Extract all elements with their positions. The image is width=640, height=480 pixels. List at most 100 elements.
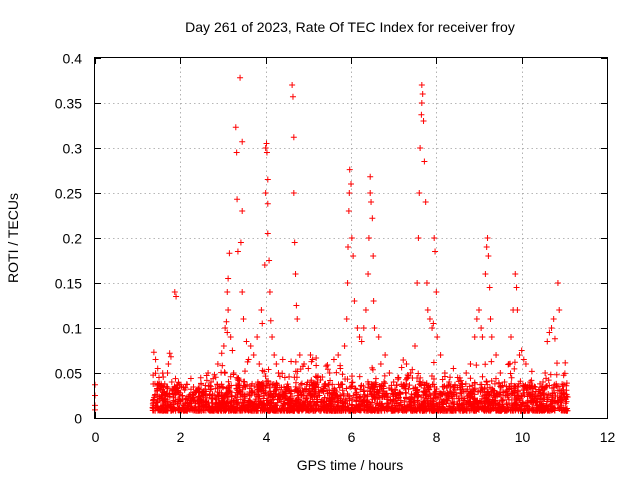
data-point <box>237 74 244 81</box>
data-point <box>171 289 178 295</box>
data-point <box>370 406 377 413</box>
data-point <box>483 378 490 385</box>
data-point <box>262 145 269 151</box>
data-point <box>218 369 225 376</box>
data-point <box>323 363 330 370</box>
data-point <box>507 370 514 377</box>
data-point <box>476 307 482 313</box>
data-point <box>488 334 495 340</box>
data-point <box>418 111 425 118</box>
data-point <box>236 381 243 388</box>
data-point <box>515 384 522 391</box>
data-point <box>548 325 555 331</box>
data-point <box>489 399 496 406</box>
data-point <box>368 199 375 205</box>
data-point <box>185 393 192 400</box>
data-point <box>471 385 478 392</box>
data-point <box>432 248 439 255</box>
y-tick-label: 0.1 <box>63 321 83 337</box>
data-point <box>206 391 213 398</box>
data-point <box>380 385 387 392</box>
data-point <box>562 359 569 366</box>
data-point <box>511 359 518 366</box>
data-point <box>512 400 519 407</box>
data-point <box>508 380 515 387</box>
data-point <box>222 402 229 409</box>
data-point <box>389 403 396 410</box>
data-point <box>441 373 448 380</box>
data-point <box>348 401 355 408</box>
data-point <box>522 361 529 367</box>
data-point <box>496 388 503 395</box>
data-point <box>467 390 474 397</box>
data-point <box>391 406 398 413</box>
data-point <box>549 385 556 392</box>
data-point <box>297 366 304 373</box>
data-point <box>338 395 345 402</box>
data-point <box>303 395 310 402</box>
data-point <box>340 407 347 414</box>
data-point <box>214 391 221 398</box>
data-point <box>487 316 494 322</box>
data-point <box>289 93 296 100</box>
data-point <box>267 391 274 398</box>
data-point <box>348 181 354 187</box>
x-tick-label: 4 <box>263 429 271 445</box>
data-point <box>320 407 327 414</box>
data-point <box>170 399 177 406</box>
data-point <box>346 190 353 196</box>
data-point <box>190 389 197 396</box>
data-point <box>435 403 442 410</box>
data-point <box>225 275 232 282</box>
data-point <box>511 365 518 372</box>
data-point <box>443 396 450 403</box>
data-point <box>152 356 159 363</box>
data-point <box>356 398 363 405</box>
data-point <box>180 402 187 409</box>
data-point <box>423 406 430 413</box>
data-point <box>224 329 231 336</box>
data-point <box>515 380 522 387</box>
data-point <box>265 366 272 373</box>
data-point <box>284 399 291 406</box>
data-point <box>276 373 283 380</box>
y-tick-label: 0.3 <box>63 141 83 157</box>
data-point <box>219 362 226 369</box>
data-point <box>172 386 179 393</box>
data-point <box>250 352 257 358</box>
data-point <box>512 271 519 277</box>
data-point <box>455 404 462 411</box>
data-point <box>486 384 493 391</box>
data-point <box>152 402 159 409</box>
data-point <box>176 396 183 403</box>
data-point <box>396 402 403 409</box>
data-point <box>554 280 561 286</box>
data-point <box>546 329 553 336</box>
data-point <box>247 343 254 349</box>
data-point <box>435 407 442 414</box>
data-point <box>432 388 439 395</box>
data-point <box>467 375 474 382</box>
data-point <box>443 397 450 404</box>
data-point <box>212 385 219 392</box>
data-point <box>184 381 191 388</box>
data-point <box>288 393 295 400</box>
data-point <box>503 401 510 408</box>
data-point <box>346 397 353 404</box>
y-tick-label: 0.25 <box>55 186 82 202</box>
data-point <box>197 374 204 381</box>
data-point <box>167 353 174 360</box>
data-point <box>218 389 225 396</box>
data-point <box>293 379 300 386</box>
data-point <box>344 376 351 383</box>
data-point <box>326 395 333 402</box>
data-point <box>488 378 495 385</box>
data-point <box>551 335 558 342</box>
data-point <box>225 378 232 385</box>
data-point <box>462 399 469 406</box>
data-point <box>473 316 480 322</box>
data-point <box>328 407 335 414</box>
data-point <box>375 390 382 397</box>
data-point <box>339 371 346 378</box>
data-point <box>305 387 312 394</box>
